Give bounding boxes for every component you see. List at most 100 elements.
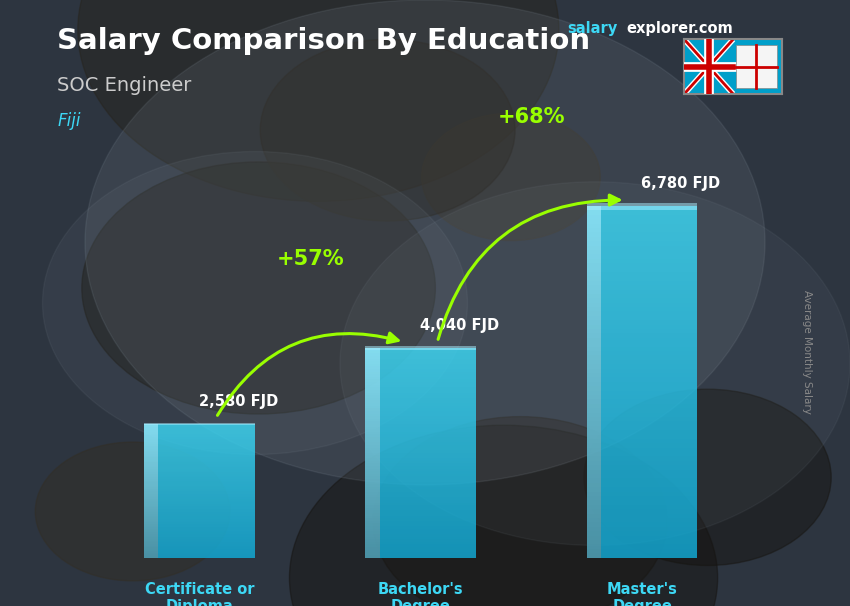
Bar	[366, 534, 380, 536]
Bar	[586, 518, 601, 522]
Bar	[586, 219, 601, 224]
Bar	[144, 526, 255, 527]
Circle shape	[340, 182, 850, 545]
Bar	[366, 401, 476, 403]
Bar	[144, 445, 158, 447]
Bar	[586, 203, 698, 210]
Bar	[586, 364, 601, 368]
Bar	[586, 206, 698, 210]
Bar	[144, 541, 255, 542]
Bar	[586, 219, 698, 224]
Bar	[366, 379, 380, 382]
Bar	[144, 499, 255, 501]
Bar	[366, 346, 476, 350]
Bar	[144, 526, 158, 527]
Bar	[586, 338, 698, 342]
Text: salary: salary	[567, 21, 617, 36]
Bar	[586, 294, 698, 298]
Bar	[586, 276, 698, 281]
Bar	[366, 531, 476, 534]
Bar	[586, 514, 698, 518]
Bar	[366, 555, 476, 558]
Bar	[586, 501, 698, 505]
Bar	[144, 471, 255, 472]
Bar	[366, 437, 380, 440]
Bar	[586, 311, 601, 316]
Bar	[586, 360, 698, 364]
Bar	[586, 444, 698, 448]
Circle shape	[82, 162, 435, 414]
Bar	[144, 479, 255, 481]
Bar	[144, 516, 255, 518]
Bar	[144, 434, 255, 436]
Bar	[586, 368, 601, 373]
Circle shape	[78, 0, 559, 201]
Bar	[144, 464, 158, 465]
Bar	[366, 377, 476, 379]
Bar	[144, 457, 158, 459]
Bar	[144, 471, 158, 472]
Bar	[366, 474, 380, 476]
Bar	[366, 424, 380, 427]
Bar	[144, 439, 255, 441]
Bar	[586, 399, 698, 404]
Bar	[586, 241, 601, 245]
Bar	[144, 441, 158, 442]
Bar	[144, 436, 255, 437]
Bar	[144, 501, 255, 502]
Bar	[366, 487, 476, 490]
Bar	[586, 329, 698, 333]
Bar	[366, 364, 380, 367]
Bar	[144, 514, 158, 516]
Bar	[144, 529, 158, 531]
Bar	[586, 509, 698, 514]
Bar	[586, 272, 698, 276]
Bar	[586, 263, 601, 268]
Bar	[586, 294, 601, 298]
Bar	[144, 513, 158, 514]
Bar	[144, 427, 158, 429]
Bar	[366, 552, 380, 555]
Bar	[586, 531, 601, 536]
Bar	[366, 487, 380, 490]
Bar	[366, 528, 476, 531]
Bar	[366, 435, 476, 437]
Bar	[144, 501, 158, 502]
Bar	[366, 500, 380, 502]
Bar	[586, 241, 698, 245]
Bar	[144, 496, 158, 498]
Bar	[366, 416, 380, 419]
Bar	[366, 490, 476, 492]
Bar	[586, 527, 698, 531]
Bar	[586, 465, 601, 470]
Bar	[586, 522, 601, 527]
Bar	[586, 386, 698, 391]
Bar	[586, 487, 698, 491]
Bar	[366, 401, 380, 403]
Bar	[735, 45, 777, 88]
Circle shape	[260, 39, 515, 221]
Bar	[586, 404, 601, 408]
Bar	[144, 427, 255, 429]
Bar	[144, 542, 255, 544]
Bar	[366, 518, 380, 521]
Bar	[586, 373, 698, 378]
Bar	[366, 432, 380, 435]
Bar	[366, 510, 380, 513]
Bar	[144, 534, 158, 536]
Text: explorer.com: explorer.com	[626, 21, 733, 36]
Bar	[586, 439, 601, 444]
Bar	[144, 465, 158, 467]
Bar	[366, 521, 380, 524]
Bar	[366, 440, 380, 442]
Bar	[366, 502, 476, 505]
Bar	[366, 542, 476, 544]
Bar	[366, 448, 380, 450]
Bar	[366, 498, 476, 500]
Bar	[586, 210, 698, 215]
Bar	[144, 474, 158, 476]
Bar	[366, 408, 476, 411]
Bar	[144, 491, 255, 492]
Bar	[366, 526, 476, 528]
Bar	[366, 461, 476, 463]
